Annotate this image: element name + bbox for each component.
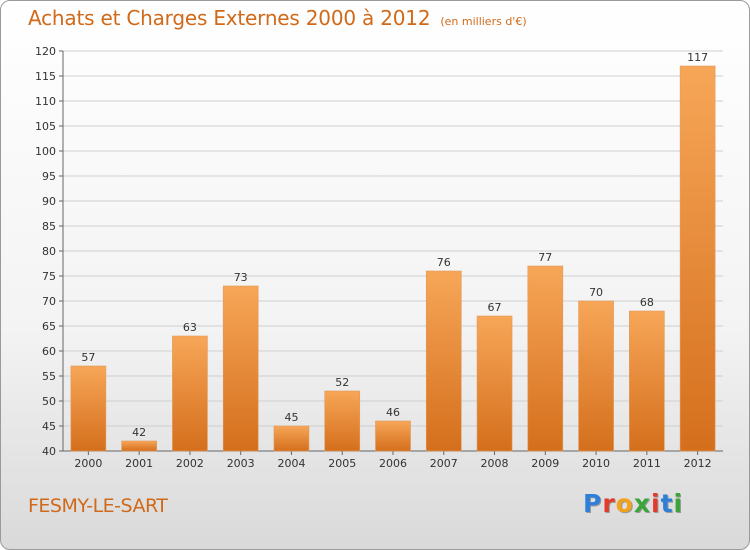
x-tick-label: 2003: [227, 457, 255, 470]
data-label: 46: [386, 406, 400, 419]
x-tick-label: 2001: [125, 457, 153, 470]
bar: [527, 265, 564, 452]
x-tick-label: 2002: [176, 457, 204, 470]
bar: [476, 315, 513, 452]
bar: [273, 425, 310, 452]
logo-letter: t: [660, 489, 674, 518]
y-tick-label: 105: [35, 120, 56, 133]
bar: [121, 440, 157, 452]
y-tick-label: 80: [42, 245, 56, 258]
y-tick-label: 60: [42, 345, 56, 358]
y-tick-label: 95: [42, 170, 56, 183]
y-tick-label: 110: [35, 95, 56, 108]
grid-lines: [63, 50, 723, 452]
chart-subtitle: (en milliers d'€): [440, 15, 527, 28]
x-tick-label: 2009: [531, 457, 559, 470]
x-tick-label: 2007: [430, 457, 458, 470]
logo-letter: i: [651, 489, 661, 518]
data-label: 73: [234, 271, 248, 284]
data-label: 77: [538, 251, 552, 264]
data-label: 117: [687, 51, 708, 64]
x-tick-label: 2004: [277, 457, 305, 470]
bar: [375, 420, 411, 452]
bar: [222, 285, 259, 452]
chart-title: Achats et Charges Externes 2000 à 2012: [28, 6, 431, 30]
bar: [629, 310, 665, 452]
y-tick-label: 85: [42, 220, 56, 233]
bar: [324, 390, 361, 452]
bar: [425, 270, 462, 452]
data-label: 67: [488, 301, 502, 314]
y-tick-label: 70: [42, 295, 56, 308]
title-block: Achats et Charges Externes 2000 à 2012 (e…: [28, 6, 527, 30]
bar: [70, 365, 107, 452]
data-label: 70: [589, 286, 603, 299]
x-tick-label: 2000: [74, 457, 102, 470]
x-tick-label: 2011: [633, 457, 661, 470]
town-name: FESMY-LE-SART: [28, 495, 168, 517]
proxiti-logo[interactable]: Proxiti: [583, 489, 683, 518]
y-tick-label: 50: [42, 395, 56, 408]
x-tick-label: 2006: [379, 457, 407, 470]
x-tick-label: 2005: [328, 457, 356, 470]
y-tick-label: 65: [42, 320, 56, 333]
y-tick-label: 40: [42, 445, 56, 458]
data-labels: 57 42 63 73 45 52 46 76 67 77 70 68 117: [81, 51, 708, 439]
y-tick-label: 45: [42, 420, 56, 433]
y-tick-label: 55: [42, 370, 56, 383]
data-label: 63: [183, 321, 197, 334]
x-tick-label: 2010: [582, 457, 610, 470]
logo-letter: P: [583, 489, 603, 518]
data-label: 57: [81, 351, 95, 364]
bar: [578, 300, 614, 452]
y-tick-label: 100: [35, 145, 56, 158]
y-tick-label: 90: [42, 195, 56, 208]
bar: [172, 335, 208, 452]
x-tick-label: 2008: [481, 457, 509, 470]
y-tick-label: 115: [35, 70, 56, 83]
y-tick-label: 120: [35, 45, 56, 58]
data-label: 45: [284, 411, 298, 424]
axes: 40 45 50 55 60 65 70 75 80 85 90 95 100 105 110 115 120 2…: [35, 45, 723, 470]
bar: [679, 65, 716, 452]
logo-letter: x: [633, 489, 651, 518]
data-label: 52: [335, 376, 349, 389]
data-label: 76: [437, 256, 451, 269]
bars: [70, 65, 716, 452]
logo-letter: r: [602, 489, 616, 518]
x-tick-label: 2012: [684, 457, 712, 470]
data-label: 42: [132, 426, 146, 439]
y-tick-label: 75: [42, 270, 56, 283]
logo-letter: i: [673, 489, 684, 518]
logo-letter: o: [615, 489, 634, 518]
data-label: 68: [640, 296, 654, 309]
